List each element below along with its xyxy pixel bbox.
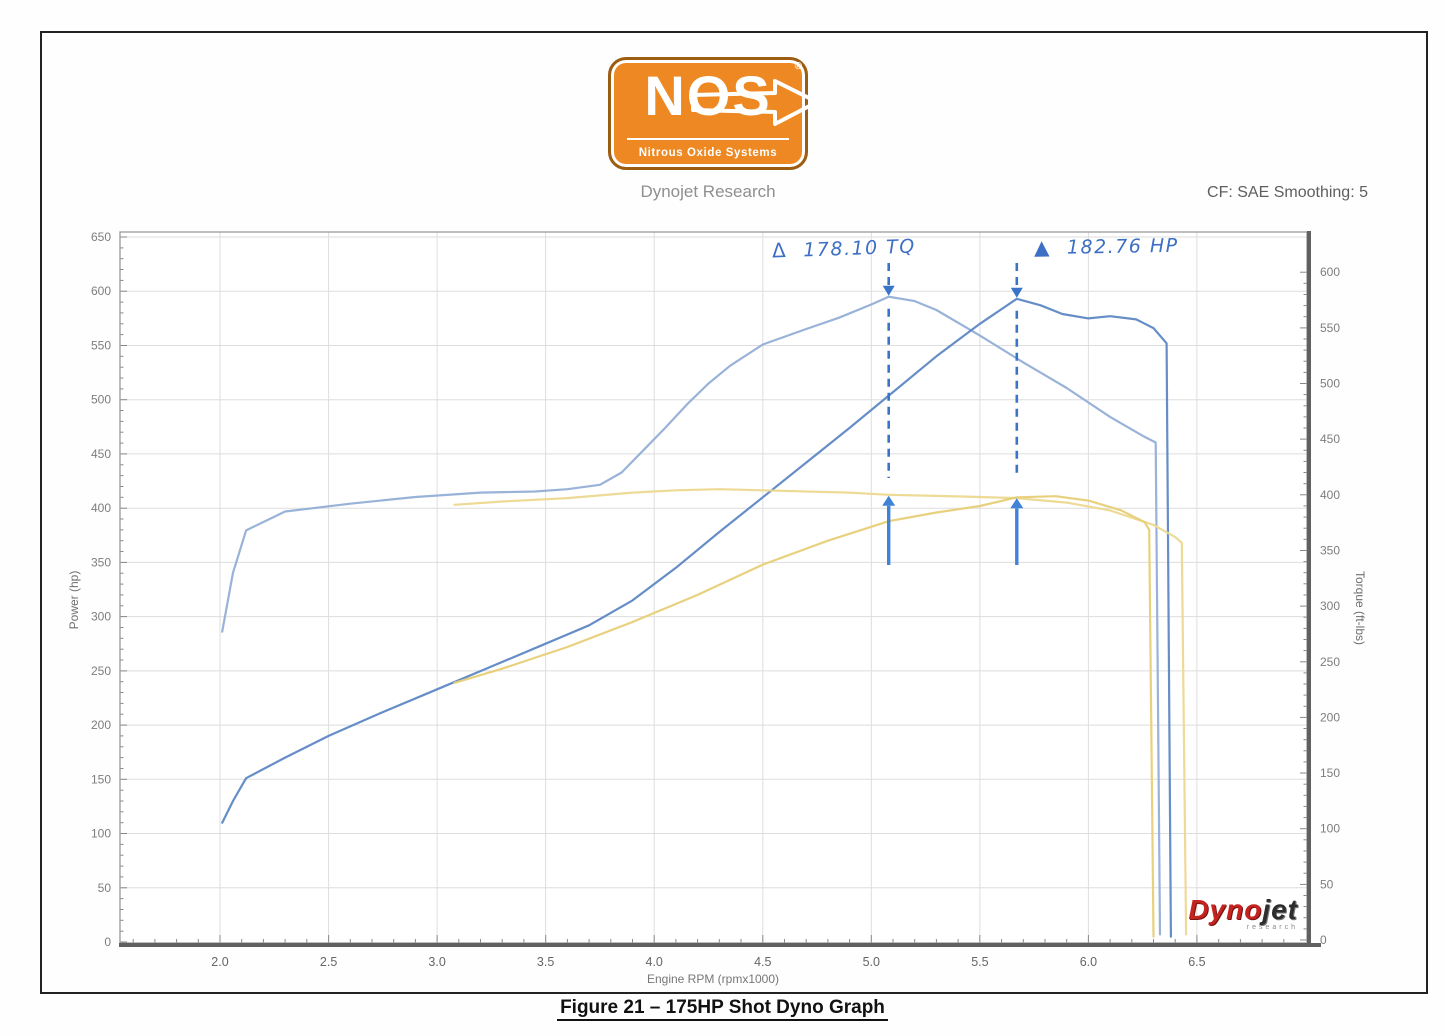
svg-text:5.5: 5.5: [971, 955, 988, 969]
nos-logo-tagline: Nitrous Oxide Systems: [638, 147, 778, 159]
svg-text:350: 350: [1320, 544, 1340, 558]
svg-text:5.0: 5.0: [863, 955, 880, 969]
svg-text:2.0: 2.0: [211, 955, 228, 969]
svg-text:250: 250: [91, 664, 111, 678]
svg-text:50: 50: [98, 881, 112, 895]
nos-logo-divider: [627, 138, 789, 140]
watermark-text-dark: jet: [1262, 894, 1298, 925]
svg-text:250: 250: [1320, 655, 1340, 669]
x-axis-title: Engine RPM (rpmx1000): [646, 972, 780, 986]
svg-text:200: 200: [1320, 710, 1340, 724]
svg-text:300: 300: [1320, 599, 1340, 613]
svg-text:600: 600: [91, 284, 111, 298]
svg-text:500: 500: [91, 393, 111, 407]
svg-text:400: 400: [1320, 488, 1340, 502]
power-delta-value: 182.76 HP: [1066, 234, 1179, 259]
svg-text:0: 0: [104, 935, 111, 949]
dynojet-research-label: Dynojet Research: [640, 182, 776, 201]
left-axis-title: Power (hp): [67, 570, 81, 630]
dynojet-watermark-logo: Dynojet research: [1118, 896, 1298, 942]
svg-text:6.5: 6.5: [1188, 955, 1205, 969]
svg-text:200: 200: [91, 718, 111, 732]
svg-text:4.0: 4.0: [646, 955, 663, 969]
svg-text:4.5: 4.5: [754, 955, 771, 969]
svg-text:550: 550: [91, 339, 111, 353]
svg-text:6.0: 6.0: [1080, 955, 1097, 969]
document-border: [40, 31, 1428, 994]
nos-logo: NOS ® Nitrous Oxide Systems: [608, 57, 819, 170]
registered-trademark-icon: ®: [794, 61, 802, 72]
delta-triangle-icon: Δ: [771, 237, 788, 263]
svg-text:100: 100: [91, 827, 111, 841]
right-axis-title: Torque (ft-lbs): [1353, 570, 1367, 646]
svg-text:300: 300: [91, 610, 111, 624]
svg-text:0: 0: [1320, 933, 1327, 947]
watermark-text-red: Dyno: [1188, 894, 1263, 925]
nos-arrow-icon: [691, 79, 819, 126]
svg-text:550: 550: [1320, 321, 1340, 335]
svg-text:500: 500: [1320, 377, 1340, 391]
svg-text:150: 150: [91, 772, 111, 786]
svg-text:3.5: 3.5: [537, 955, 554, 969]
torque-delta-annotation: Δ 178.10 TQ: [772, 233, 917, 262]
svg-text:50: 50: [1320, 877, 1334, 891]
power-delta-annotation: ▲ 182.76 HP: [1034, 233, 1179, 260]
svg-text:450: 450: [91, 447, 111, 461]
svg-text:3.0: 3.0: [428, 955, 445, 969]
figure-caption: Figure 21 – 175HP Shot Dyno Graph: [0, 997, 1445, 1021]
svg-text:350: 350: [91, 555, 111, 569]
svg-text:450: 450: [1320, 432, 1340, 446]
svg-text:650: 650: [91, 230, 111, 244]
svg-text:150: 150: [1320, 766, 1340, 780]
watermark-subtext: research: [1246, 924, 1298, 931]
delta-filled-triangle-icon: ▲: [1033, 234, 1052, 260]
smoothing-setting-label: CF: SAE Smoothing: 5: [1207, 184, 1368, 201]
svg-text:600: 600: [1320, 265, 1340, 279]
svg-text:400: 400: [91, 501, 111, 515]
torque-delta-value: 178.10 TQ: [802, 235, 917, 262]
svg-text:100: 100: [1320, 822, 1340, 836]
svg-text:2.5: 2.5: [320, 955, 337, 969]
